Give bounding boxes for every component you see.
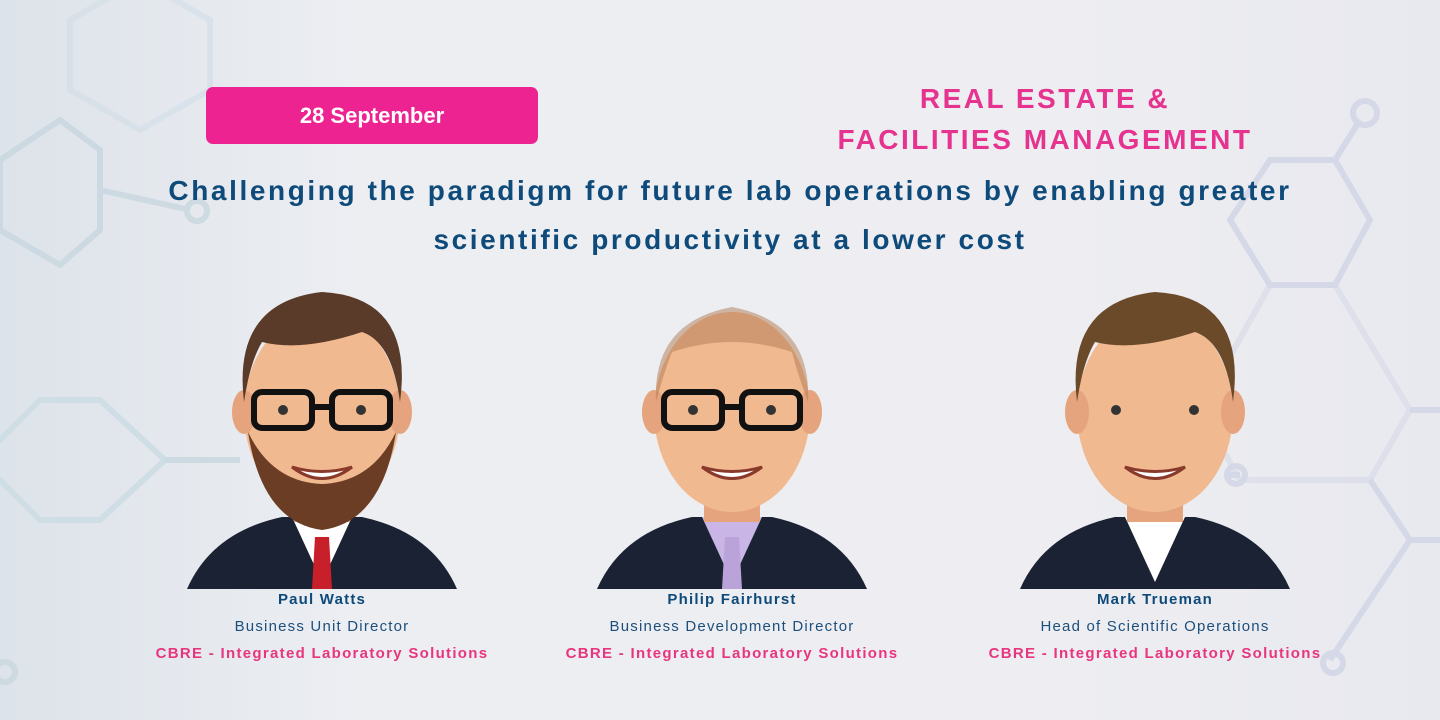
tie bbox=[312, 537, 332, 589]
speaker-role: Business Unit Director bbox=[234, 618, 410, 635]
category-line-2: FACILITIES MANAGEMENT bbox=[837, 124, 1253, 155]
speaker-name: Philip Fairhurst bbox=[667, 591, 797, 608]
shirt-collar bbox=[1125, 517, 1185, 582]
smile bbox=[701, 465, 763, 480]
speaker-portrait bbox=[597, 307, 867, 589]
face bbox=[654, 312, 810, 512]
smile bbox=[1124, 465, 1186, 480]
speaker-role: Business Development Director bbox=[609, 618, 855, 635]
speaker-portrait bbox=[1020, 292, 1290, 589]
speaker-name: Mark Trueman bbox=[1096, 591, 1214, 608]
face bbox=[1077, 312, 1233, 512]
event-category: REAL ESTATE & FACILITIES MANAGEMENT bbox=[790, 78, 1300, 160]
speaker-card: Philip Fairhurst Business Development Di… bbox=[522, 262, 942, 662]
tie bbox=[722, 537, 742, 589]
face bbox=[244, 312, 400, 512]
hair bbox=[1075, 292, 1235, 402]
beard bbox=[248, 432, 396, 530]
headline-line-2: scientific productivity at a lower cost bbox=[433, 224, 1027, 255]
smile bbox=[291, 465, 353, 480]
event-headline: Challenging the paradigm for future lab … bbox=[60, 166, 1400, 264]
hair bbox=[242, 292, 402, 402]
headline-line-1: Challenging the paradigm for future lab … bbox=[168, 175, 1292, 206]
glasses bbox=[661, 389, 803, 431]
speaker-name: Paul Watts bbox=[277, 591, 367, 608]
category-line-1: REAL ESTATE & bbox=[919, 83, 1171, 114]
speaker-card: Mark Trueman Head of Scientific Operatio… bbox=[945, 262, 1365, 662]
speaker-organization: CBRE - Integrated Laboratory Solutions bbox=[155, 645, 489, 662]
speaker-organization: CBRE - Integrated Laboratory Solutions bbox=[988, 645, 1322, 662]
glasses bbox=[251, 389, 393, 431]
speaker-portrait bbox=[187, 292, 457, 589]
speaker-card: Paul Watts Business Unit Director CBRE -… bbox=[112, 262, 532, 662]
speaker-role: Head of Scientific Operations bbox=[1040, 618, 1270, 635]
hair bbox=[655, 307, 809, 402]
speaker-organization: CBRE - Integrated Laboratory Solutions bbox=[565, 645, 899, 662]
event-date-badge: 28 September bbox=[206, 87, 538, 144]
